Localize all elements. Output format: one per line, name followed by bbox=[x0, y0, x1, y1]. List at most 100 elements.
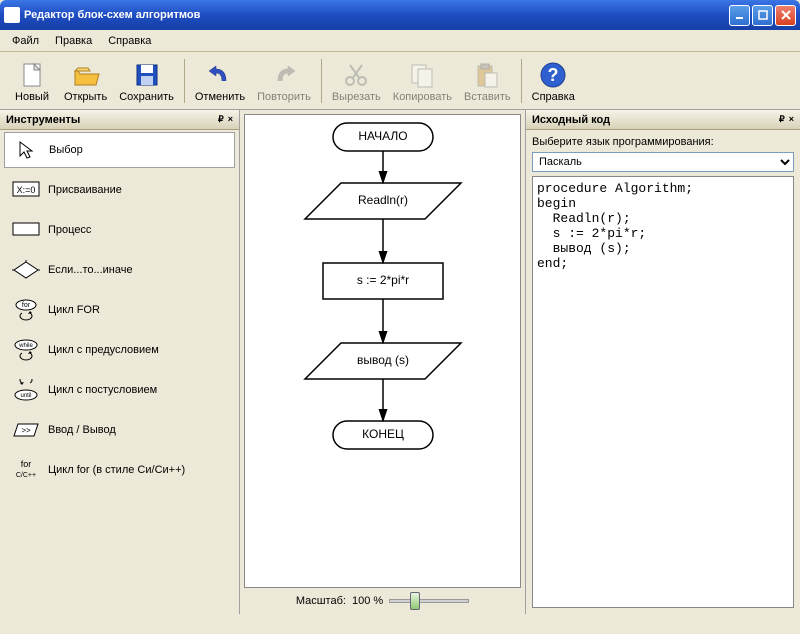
panel-close-icon[interactable]: × bbox=[228, 114, 233, 125]
assign-icon: X:=0 bbox=[12, 179, 40, 201]
tool-for[interactable]: for Цикл FOR bbox=[4, 292, 235, 328]
paste-icon bbox=[471, 59, 503, 91]
tool-ifelse[interactable]: Если...то...иначе bbox=[4, 252, 235, 288]
copy-icon bbox=[406, 59, 438, 91]
save-button[interactable]: Сохранить bbox=[115, 57, 178, 105]
help-label: Справка bbox=[532, 91, 575, 103]
new-label: Новый bbox=[15, 91, 49, 103]
menu-file[interactable]: Файл bbox=[4, 33, 47, 49]
zoom-slider-thumb[interactable] bbox=[410, 592, 420, 610]
tool-cfor-label: Цикл for (в стиле Си/Си++) bbox=[48, 464, 185, 476]
language-select[interactable]: Паскаль bbox=[532, 152, 794, 172]
until-icon: until bbox=[12, 379, 40, 401]
tool-io[interactable]: >> Ввод / Вывод bbox=[4, 412, 235, 448]
window-titlebar: Редактор блок-схем алгоритмов bbox=[0, 0, 800, 30]
copy-button[interactable]: Копировать bbox=[389, 57, 456, 105]
source-panel-title: Исходный код bbox=[532, 114, 610, 126]
cfor-icon: for C/C++ bbox=[12, 459, 40, 481]
undo-icon bbox=[204, 59, 236, 91]
panel-pin-icon[interactable]: ₽ bbox=[218, 114, 224, 125]
panel-close-icon[interactable]: × bbox=[789, 114, 794, 125]
svg-text:>>: >> bbox=[21, 426, 31, 435]
svg-text:X:=0: X:=0 bbox=[17, 185, 36, 195]
copy-label: Копировать bbox=[393, 91, 452, 103]
svg-text:s := 2*pi*r: s := 2*pi*r bbox=[356, 273, 408, 287]
svg-text:вывод (s): вывод (s) bbox=[357, 353, 409, 367]
tool-process-label: Процесс bbox=[48, 224, 91, 236]
tool-select-label: Выбор bbox=[49, 144, 83, 156]
minimize-button[interactable] bbox=[729, 5, 750, 26]
svg-text:for: for bbox=[22, 302, 31, 309]
tool-process[interactable]: Процесс bbox=[4, 212, 235, 248]
svg-text:for: for bbox=[21, 459, 32, 469]
canvas-panel: НАЧАЛО Readln(r) s := 2*pi*r вывод (s) КОНЕЦ… bbox=[240, 110, 525, 614]
menu-help[interactable]: Справка bbox=[100, 33, 159, 49]
tool-while[interactable]: while Цикл с предусловием bbox=[4, 332, 235, 368]
zoom-slider[interactable] bbox=[389, 599, 469, 603]
panel-pin-icon[interactable]: ₽ bbox=[779, 114, 785, 125]
tool-select[interactable]: Выбор bbox=[4, 132, 235, 168]
tool-cfor[interactable]: for C/C++ Цикл for (в стиле Си/Си++) bbox=[4, 452, 235, 488]
tools-panel: Инструменты ₽ × Выбор X:=0 Присваивание П… bbox=[0, 110, 240, 614]
tool-io-label: Ввод / Вывод bbox=[48, 424, 116, 436]
new-button[interactable]: Новый bbox=[8, 57, 56, 105]
zoom-label: Масштаб: bbox=[296, 595, 346, 607]
svg-text:until: until bbox=[20, 393, 31, 399]
toolbar-separator bbox=[184, 59, 185, 103]
app-icon bbox=[4, 7, 20, 23]
tool-until[interactable]: until Цикл с постусловием bbox=[4, 372, 235, 408]
window-title: Редактор блок-схем алгоритмов bbox=[24, 9, 729, 21]
zoom-value: 100 % bbox=[352, 595, 383, 607]
tool-ifelse-label: Если...то...иначе bbox=[48, 264, 133, 276]
zoom-bar: Масштаб: 100 % bbox=[244, 588, 521, 610]
source-panel: Исходный код ₽ × Выберите язык программир… bbox=[525, 110, 800, 614]
for-icon: for bbox=[12, 299, 40, 321]
cursor-icon bbox=[13, 139, 41, 161]
help-icon: ? bbox=[537, 59, 569, 91]
redo-button[interactable]: Повторить bbox=[253, 57, 315, 105]
menubar: Файл Правка Справка bbox=[0, 30, 800, 52]
tool-until-label: Цикл с постусловием bbox=[48, 384, 157, 396]
flowchart-canvas[interactable]: НАЧАЛО Readln(r) s := 2*pi*r вывод (s) КОНЕЦ bbox=[244, 114, 521, 588]
toolbar-separator bbox=[321, 59, 322, 103]
undo-label: Отменить bbox=[195, 91, 245, 103]
help-button[interactable]: ? Справка bbox=[528, 57, 579, 105]
paste-button[interactable]: Вставить bbox=[460, 57, 515, 105]
toolbar: Новый Открыть Сохранить Отменить Повтори… bbox=[0, 52, 800, 110]
tool-while-label: Цикл с предусловием bbox=[48, 344, 159, 356]
svg-text:Readln(r): Readln(r) bbox=[357, 193, 407, 207]
paste-label: Вставить bbox=[464, 91, 511, 103]
process-icon bbox=[12, 219, 40, 241]
svg-text:C/C++: C/C++ bbox=[16, 472, 36, 479]
tool-assign[interactable]: X:=0 Присваивание bbox=[4, 172, 235, 208]
cut-button[interactable]: Вырезать bbox=[328, 57, 385, 105]
lang-select-label: Выберите язык программирования: bbox=[532, 136, 794, 148]
save-icon bbox=[131, 59, 163, 91]
open-label: Открыть bbox=[64, 91, 107, 103]
svg-text:?: ? bbox=[548, 65, 559, 85]
while-icon: while bbox=[12, 339, 40, 361]
tools-panel-title: Инструменты bbox=[6, 114, 80, 126]
tool-for-label: Цикл FOR bbox=[48, 304, 100, 316]
open-button[interactable]: Открыть bbox=[60, 57, 111, 105]
svg-text:КОНЕЦ: КОНЕЦ bbox=[362, 427, 404, 441]
svg-text:НАЧАЛО: НАЧАЛО bbox=[358, 129, 407, 143]
svg-text:while: while bbox=[18, 343, 33, 349]
undo-button[interactable]: Отменить bbox=[191, 57, 249, 105]
source-code[interactable]: procedure Algorithm; begin Readln(r); s … bbox=[532, 176, 794, 608]
maximize-button[interactable] bbox=[752, 5, 773, 26]
tool-assign-label: Присваивание bbox=[48, 184, 122, 196]
menu-edit[interactable]: Правка bbox=[47, 33, 100, 49]
cut-icon bbox=[340, 59, 372, 91]
tools-panel-header: Инструменты ₽ × bbox=[0, 110, 239, 130]
ifelse-icon bbox=[12, 259, 40, 281]
close-button[interactable] bbox=[775, 5, 796, 26]
cut-label: Вырезать bbox=[332, 91, 381, 103]
redo-icon bbox=[268, 59, 300, 91]
source-panel-header: Исходный код ₽ × bbox=[526, 110, 800, 130]
save-label: Сохранить bbox=[119, 91, 174, 103]
open-icon bbox=[70, 59, 102, 91]
redo-label: Повторить bbox=[257, 91, 311, 103]
io-icon: >> bbox=[12, 419, 40, 441]
toolbar-separator bbox=[521, 59, 522, 103]
